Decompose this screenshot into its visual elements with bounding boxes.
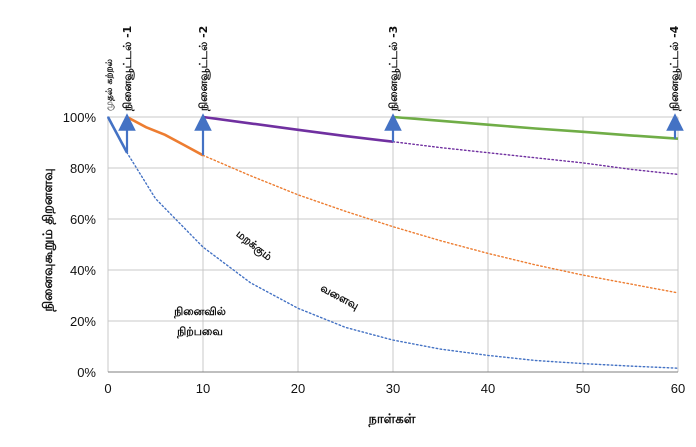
series-layer bbox=[106, 115, 679, 369]
review-label-4: நினைவூட்டல் -4 bbox=[668, 25, 682, 112]
forgetting-label: மறக்கும் bbox=[232, 227, 274, 265]
y-tick-label: 40% bbox=[70, 263, 96, 278]
y-axis-title: நினைவுகூறும் திறனளவு bbox=[41, 168, 56, 312]
series-6-solid bbox=[392, 115, 679, 140]
review-labels: முதல் கற்றல் நினைவூட்டல் -1 நினைவூட்டல் -2… bbox=[105, 25, 682, 112]
y-tick-label: 0% bbox=[77, 365, 96, 380]
x-tick-label: 50 bbox=[576, 381, 590, 396]
series-4-solid bbox=[202, 115, 394, 143]
x-tick-label: 0 bbox=[104, 381, 111, 396]
x-tick-label: 30 bbox=[386, 381, 400, 396]
series-3-dotted bbox=[202, 154, 679, 294]
review-label-1: நினைவூட்டல் -1 bbox=[121, 26, 135, 112]
retained-label-line1: நினைவில் bbox=[173, 305, 226, 319]
review-label-2: நினைவூட்டல் -2 bbox=[197, 26, 211, 112]
series-5-dotted bbox=[392, 140, 679, 176]
tick-labels: 0 10 20 30 40 50 60 0% 20% 40% 60% 80% 100% bbox=[63, 110, 685, 396]
y-tick-label: 60% bbox=[70, 212, 96, 227]
series-1-dotted bbox=[107, 116, 679, 369]
review-label-3: நினைவூட்டல் -3 bbox=[387, 26, 401, 112]
y-tick-label: 80% bbox=[70, 161, 96, 176]
review-label-0: முதல் கற்றல் bbox=[105, 59, 115, 111]
x-tick-label: 10 bbox=[196, 381, 210, 396]
x-tick-label: 60 bbox=[671, 381, 685, 396]
y-tick-label: 20% bbox=[70, 314, 96, 329]
curve-label: வளைவு bbox=[318, 281, 361, 312]
y-tick-label: 100% bbox=[63, 110, 97, 125]
x-tick-label: 20 bbox=[291, 381, 305, 396]
x-axis-title: நாள்கள் bbox=[368, 412, 416, 427]
retained-label-line2: நிற்பவை bbox=[176, 325, 223, 339]
review-arrows bbox=[118, 113, 684, 156]
series-2-solid bbox=[126, 115, 204, 157]
x-tick-label: 40 bbox=[481, 381, 495, 396]
